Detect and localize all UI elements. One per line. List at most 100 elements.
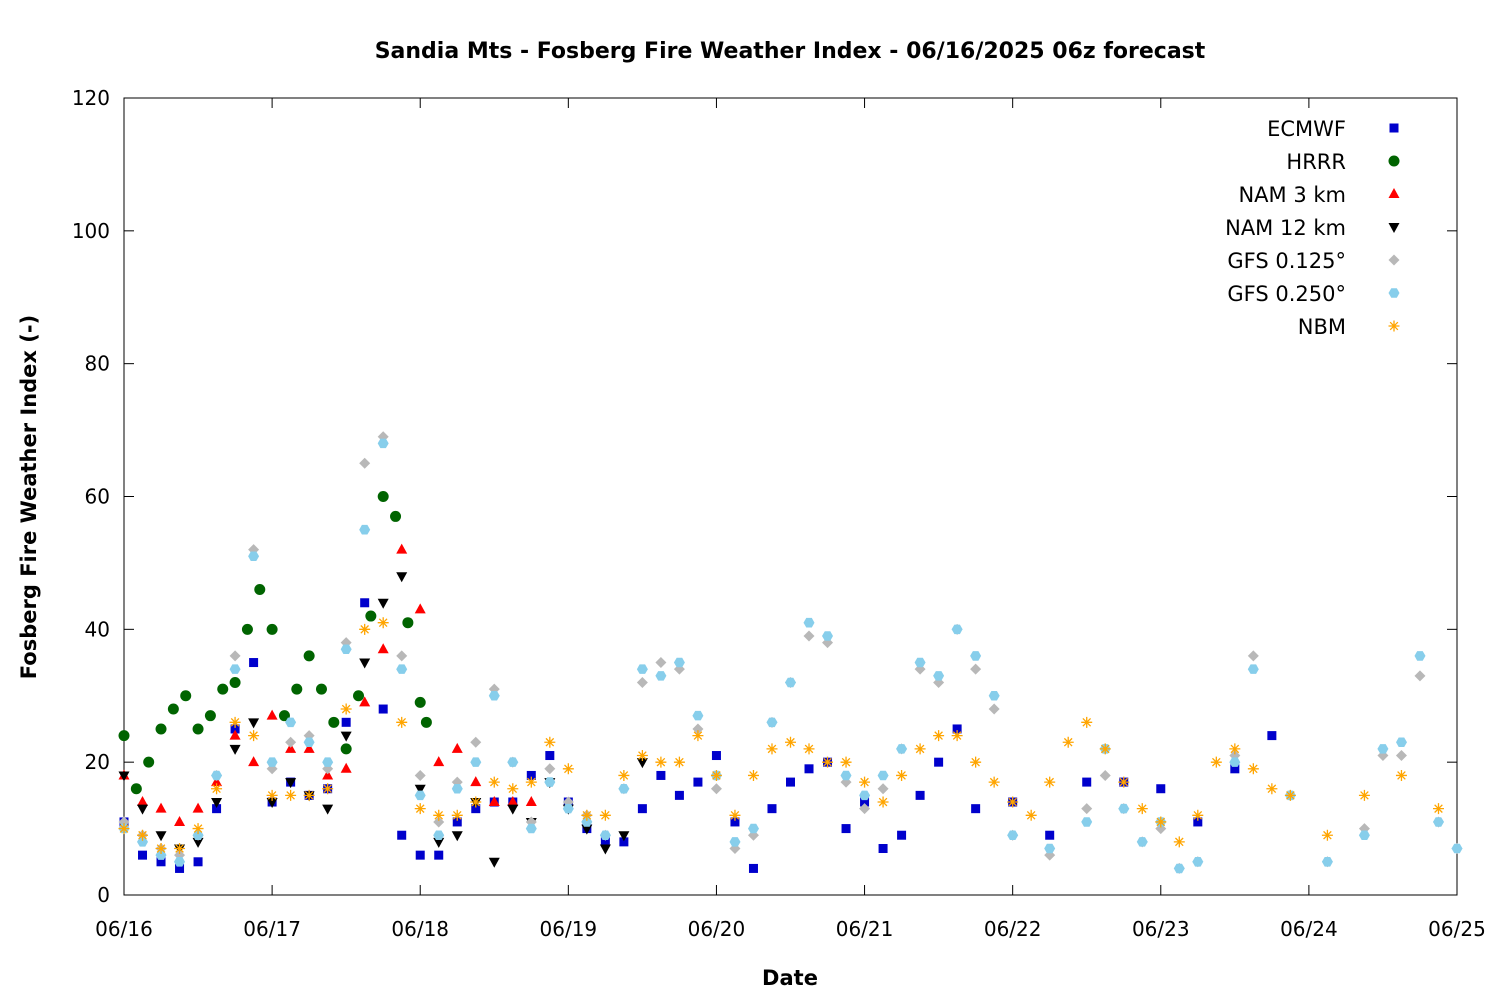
point-ecmwf bbox=[619, 837, 629, 847]
point-nam-12-km bbox=[118, 771, 130, 782]
point-gfs-0-125 bbox=[229, 650, 241, 662]
legend-marker-ecmwf bbox=[1389, 123, 1399, 133]
point-nbm bbox=[488, 776, 500, 788]
point-nam-3-km bbox=[155, 802, 167, 813]
point-nbm bbox=[1229, 743, 1241, 755]
point-nbm bbox=[507, 783, 519, 795]
point-gfs-0-250 bbox=[303, 737, 315, 747]
point-gfs-0-250 bbox=[248, 551, 260, 561]
point-gfs-0-125 bbox=[988, 703, 1000, 715]
x-tick-label: 06/16 bbox=[95, 917, 153, 941]
point-ecmwf bbox=[138, 850, 148, 860]
point-gfs-0-250 bbox=[599, 830, 611, 840]
point-ecmwf bbox=[156, 857, 166, 867]
point-nam-12-km bbox=[137, 804, 149, 815]
legend: ECMWF HRRR NAM 3 km NAM 12 km GFS 0.125° GFS … bbox=[1225, 117, 1400, 339]
point-gfs-0-125 bbox=[1099, 769, 1111, 781]
point-nbm bbox=[544, 736, 556, 748]
point-ecmwf bbox=[452, 817, 462, 827]
point-gfs-0-125 bbox=[1247, 650, 1259, 662]
legend-label-nam-12-km: NAM 12 km bbox=[1225, 216, 1346, 240]
point-gfs-0-250 bbox=[1451, 843, 1463, 854]
point-nbm bbox=[118, 823, 130, 835]
point-gfs-0-125 bbox=[859, 803, 871, 815]
point-gfs-0-250 bbox=[414, 790, 426, 801]
point-nbm bbox=[396, 716, 408, 728]
point-ecmwf bbox=[397, 830, 407, 840]
point-ecmwf bbox=[860, 797, 870, 807]
legend-label-hrrr: HRRR bbox=[1286, 150, 1346, 174]
y-axis-title: Fosberg Fire Weather Index (-) bbox=[17, 315, 41, 679]
point-nbm bbox=[1044, 776, 1056, 788]
point-ecmwf bbox=[471, 804, 481, 814]
point-nam-12-km bbox=[414, 784, 426, 795]
point-nam-3-km bbox=[248, 756, 260, 767]
point-ecmwf bbox=[804, 764, 814, 774]
point-hrrr bbox=[377, 491, 389, 502]
y-tick-label: 100 bbox=[72, 219, 110, 243]
point-ecmwf bbox=[693, 777, 703, 787]
point-nam-12-km bbox=[229, 744, 241, 755]
point-gfs-0-125 bbox=[710, 783, 722, 795]
point-nbm bbox=[359, 623, 371, 635]
point-ecmwf bbox=[674, 790, 684, 800]
point-nbm bbox=[562, 763, 574, 775]
point-gfs-0-125 bbox=[285, 736, 297, 748]
point-nam-12-km bbox=[433, 837, 445, 848]
point-gfs-0-250 bbox=[266, 757, 278, 767]
point-nbm bbox=[599, 809, 611, 821]
point-gfs-0-250 bbox=[285, 717, 297, 728]
point-nbm bbox=[636, 750, 648, 762]
point-hrrr bbox=[192, 723, 204, 735]
point-ecmwf bbox=[1193, 817, 1203, 827]
point-hrrr bbox=[254, 583, 266, 595]
point-nam-3-km bbox=[396, 543, 408, 554]
point-nam-12-km bbox=[359, 658, 371, 669]
point-gfs-0-250 bbox=[951, 624, 963, 635]
point-nam-3-km bbox=[377, 643, 389, 654]
point-nbm bbox=[914, 743, 926, 755]
point-nam-3-km bbox=[322, 769, 334, 780]
point-hrrr bbox=[340, 743, 352, 755]
point-hrrr bbox=[303, 650, 315, 662]
point-gfs-0-250 bbox=[544, 777, 556, 787]
point-gfs-0-250 bbox=[1192, 857, 1204, 867]
point-gfs-0-250 bbox=[322, 757, 334, 767]
point-nam-3-km bbox=[488, 796, 500, 807]
point-nbm bbox=[414, 803, 426, 815]
point-hrrr bbox=[365, 610, 377, 622]
point-ecmwf bbox=[637, 804, 647, 814]
point-gfs-0-125 bbox=[970, 663, 982, 675]
point-gfs-0-250 bbox=[470, 757, 482, 767]
point-nbm bbox=[340, 703, 352, 715]
point-gfs-0-250 bbox=[377, 438, 389, 449]
point-nbm bbox=[1247, 763, 1259, 775]
chart-title: Sandia Mts - Fosberg Fire Weather Index … bbox=[375, 39, 1206, 64]
point-ecmwf bbox=[711, 751, 721, 761]
point-nbm bbox=[618, 769, 630, 781]
point-nbm bbox=[433, 809, 445, 821]
point-nam-3-km bbox=[211, 776, 223, 787]
point-gfs-0-125 bbox=[692, 723, 704, 735]
point-hrrr bbox=[291, 683, 303, 695]
point-nbm bbox=[155, 843, 167, 855]
point-gfs-0-250 bbox=[137, 837, 148, 847]
point-nbm bbox=[803, 743, 815, 755]
point-nbm bbox=[1081, 716, 1093, 728]
point-nbm bbox=[951, 730, 963, 742]
y-tick-label: 0 bbox=[97, 883, 110, 907]
point-ecmwf bbox=[748, 863, 758, 873]
point-nam-12-km bbox=[211, 798, 223, 809]
point-nam-12-km bbox=[618, 831, 630, 842]
point-gfs-0-250 bbox=[1044, 843, 1056, 854]
point-gfs-0-250 bbox=[933, 671, 945, 681]
point-nbm bbox=[988, 776, 1000, 788]
point-hrrr bbox=[155, 723, 167, 735]
point-hrrr bbox=[328, 716, 340, 728]
series-nbm bbox=[118, 617, 1444, 855]
point-nbm bbox=[692, 730, 704, 742]
point-nbm bbox=[1173, 836, 1185, 848]
point-nbm bbox=[1210, 756, 1222, 768]
point-gfs-0-250 bbox=[822, 631, 833, 641]
